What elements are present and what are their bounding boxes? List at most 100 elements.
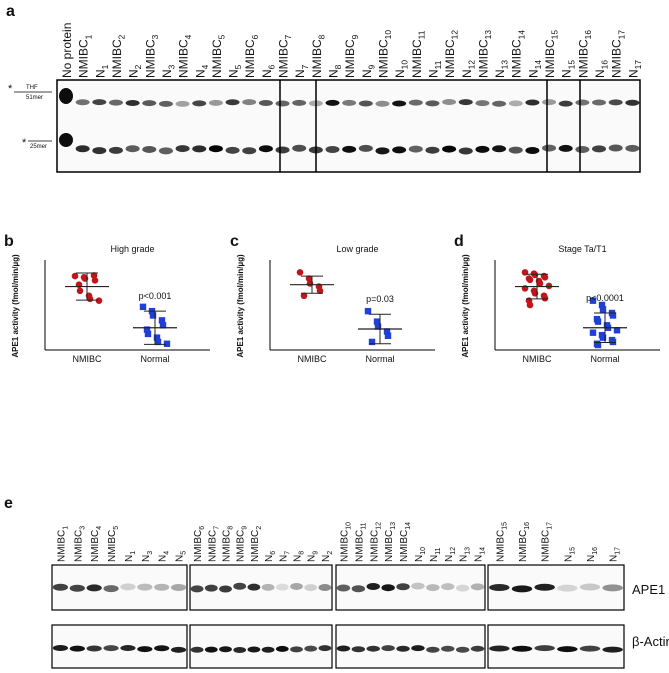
lane-name: N — [493, 69, 507, 78]
lane-label: NMIBC2 — [250, 526, 263, 562]
blot-band — [426, 584, 440, 592]
lane-label: NMIBC12 — [443, 30, 460, 78]
lane-name: N — [124, 555, 135, 562]
lane-name: NMIBC — [310, 39, 324, 78]
blot-band — [154, 645, 170, 652]
asterisk: * — [8, 83, 13, 95]
gel-band — [358, 144, 373, 152]
blot-band — [247, 583, 261, 591]
lane-subscript: 8 — [228, 526, 235, 530]
lane-label: N12 — [444, 547, 457, 562]
chart-title: Stage Ta/T1 — [558, 244, 606, 254]
lane-name: N — [609, 555, 620, 562]
lane-subscript: 17 — [633, 60, 643, 70]
blot-band — [204, 646, 218, 653]
lane-subscript: 2 — [256, 526, 263, 530]
gel-band — [258, 145, 273, 153]
data-point — [296, 269, 304, 276]
blot-band — [602, 646, 623, 653]
lane-label: NMIBC7 — [207, 526, 220, 562]
lane-subscript: 6 — [250, 34, 260, 39]
data-point — [373, 318, 381, 325]
lane-subscript: 17 — [615, 547, 622, 555]
lane-label: NMIBC4 — [177, 34, 194, 78]
gel-band — [108, 146, 123, 154]
gel-band — [475, 100, 490, 107]
lane-name: N — [260, 69, 274, 78]
lane-subscript: 2 — [327, 551, 334, 555]
data-point — [76, 287, 84, 295]
gel-band — [242, 147, 257, 155]
protein-label: APE1 — [632, 582, 665, 597]
lane-name: NMIBC — [399, 530, 410, 562]
data-point — [316, 287, 324, 295]
blot-band — [275, 645, 289, 652]
lane-name: NMIBC — [543, 39, 557, 78]
lane-subscript: 16 — [524, 522, 531, 530]
lane-subscript: 6 — [199, 526, 206, 530]
lane-subscript: 15 — [501, 522, 508, 530]
lane-label: NMIBC5 — [210, 34, 227, 78]
lane-label: NMIBC3 — [73, 526, 86, 562]
lane-name: N — [193, 69, 207, 78]
gel-band — [358, 100, 373, 107]
lane-subscript: 1 — [100, 64, 110, 69]
blot-band — [579, 583, 601, 591]
lane-label: N17 — [626, 60, 643, 78]
lane-name: NMIBC — [410, 39, 424, 78]
lane-label: N11 — [426, 60, 443, 78]
data-point — [368, 338, 376, 346]
lane-label: NMIBC1 — [56, 526, 69, 562]
lane-label: NMIBC13 — [384, 522, 397, 562]
lane-subscript: 15 — [550, 30, 560, 40]
lane-name: N — [160, 69, 174, 78]
gel-band — [592, 99, 607, 106]
lane-label: NMIBC8 — [310, 34, 327, 78]
lane-name: N — [563, 555, 574, 562]
blot-band — [318, 645, 332, 652]
lane-label: N10 — [393, 60, 410, 78]
gel-band — [442, 99, 457, 106]
gel-band — [458, 99, 473, 106]
lane-name: N — [593, 69, 607, 78]
blot-band — [69, 645, 85, 652]
gel-band — [59, 133, 73, 147]
lane-subscript: 5 — [113, 526, 120, 530]
data-point — [589, 329, 597, 336]
lane-label: N14 — [526, 60, 543, 78]
lane-label: N4 — [158, 551, 171, 562]
lane-subscript: 17 — [616, 30, 626, 40]
category-label: Normal — [365, 354, 394, 364]
y-axis-label: APE1 activity (fmol/min/µg) — [461, 254, 470, 358]
blot-band — [441, 645, 455, 652]
lane-subscript: 7 — [213, 526, 220, 530]
lane-subscript: 16 — [592, 547, 599, 555]
blot-band — [86, 645, 102, 652]
gel-band — [125, 145, 140, 153]
lane-name: NMIBC — [518, 530, 529, 562]
blot-band — [304, 645, 318, 652]
lane-name: NMIBC — [376, 39, 390, 78]
gel-band — [292, 99, 307, 106]
data-point — [139, 303, 147, 311]
lane-label: N15 — [563, 547, 576, 562]
data-point — [364, 307, 372, 315]
blot-frame — [487, 624, 625, 669]
lane-label: NMIBC10 — [339, 522, 352, 562]
blot-band — [489, 645, 510, 652]
lane-label: NMIBC14 — [510, 30, 527, 78]
blot-band — [204, 584, 218, 592]
gel-band — [392, 146, 407, 154]
lane-label: NMIBC9 — [343, 34, 360, 78]
gel-band — [558, 100, 573, 107]
gel-band — [508, 146, 523, 154]
gel-band — [59, 88, 73, 104]
data-point — [158, 317, 166, 324]
lane-name: NMIBC — [250, 530, 261, 562]
gel-band — [492, 100, 507, 107]
blot-band — [489, 583, 510, 591]
lane-name: N — [393, 69, 407, 78]
data-point — [300, 292, 308, 300]
gel-band — [408, 145, 423, 153]
